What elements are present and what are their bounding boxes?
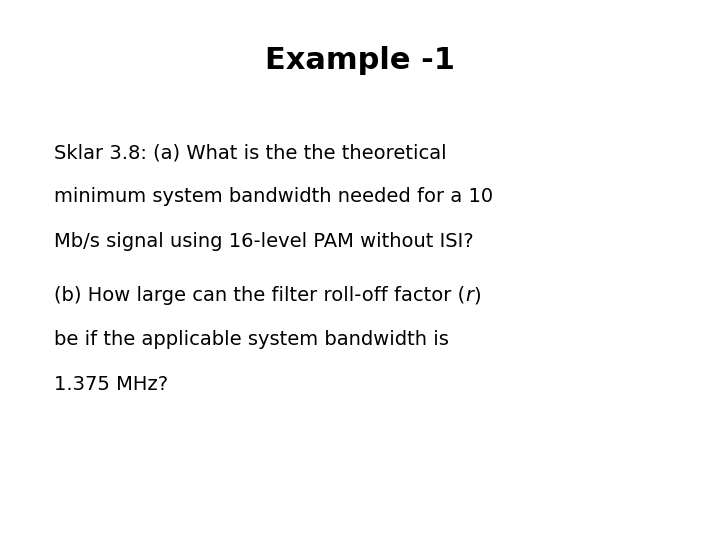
Text: ): ) <box>473 286 481 305</box>
Text: Example -1: Example -1 <box>265 46 455 75</box>
Text: be if the applicable system bandwidth is: be if the applicable system bandwidth is <box>54 330 449 349</box>
Text: Sklar 3.8: (a) What is the the theoretical: Sklar 3.8: (a) What is the the theoretic… <box>54 143 446 162</box>
Text: r: r <box>465 286 473 305</box>
Text: Mb/s signal using 16-level PAM without ISI?: Mb/s signal using 16-level PAM without I… <box>54 232 474 251</box>
Text: (b) How large can the filter roll-off factor (: (b) How large can the filter roll-off fa… <box>54 286 465 305</box>
Text: minimum system bandwidth needed for a 10: minimum system bandwidth needed for a 10 <box>54 187 493 206</box>
Text: 1.375 MHz?: 1.375 MHz? <box>54 375 168 394</box>
